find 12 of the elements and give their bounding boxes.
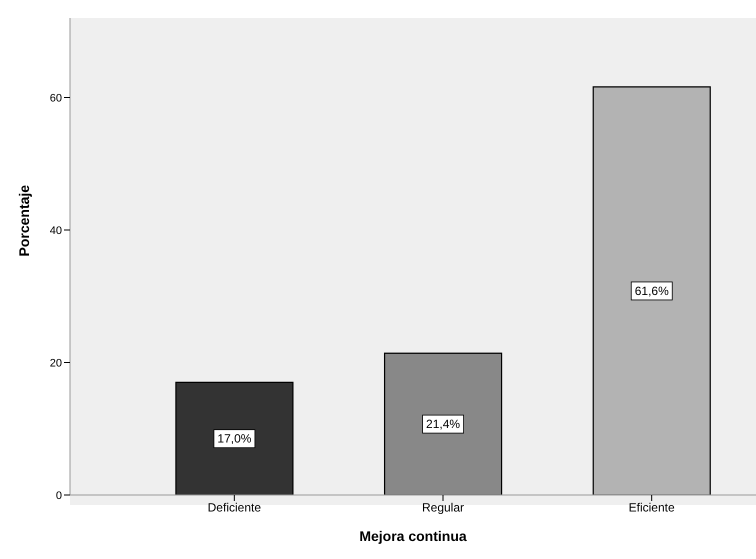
x-axis-title: Mejora continua (359, 528, 467, 544)
x-tick-label: Regular (422, 500, 464, 515)
y-tick-label: 40 (50, 224, 62, 237)
x-tick-label: Eficiente (628, 500, 676, 515)
y-tick-label: 0 (56, 490, 62, 502)
data-label: 21,4% (426, 417, 460, 432)
x-tick-label: Deficiente (208, 500, 262, 515)
y-tick-label: 60 (50, 92, 62, 104)
data-label: 61,6% (634, 284, 670, 298)
y-axis-title: Porcentaje (16, 184, 32, 256)
y-tick-label: 20 (50, 357, 62, 370)
data-label: 17,0% (217, 432, 252, 446)
